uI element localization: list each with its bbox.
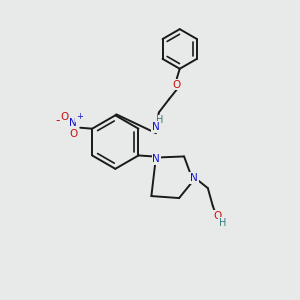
Text: O: O [214, 211, 222, 221]
Text: N: N [70, 118, 77, 128]
Text: N: N [190, 173, 198, 183]
Text: O: O [69, 129, 77, 139]
Text: H: H [156, 115, 164, 125]
Text: O: O [172, 80, 181, 90]
Text: O: O [60, 112, 68, 122]
Text: -: - [55, 114, 60, 127]
Text: N: N [152, 122, 160, 132]
Text: +: + [76, 112, 83, 121]
Text: N: N [152, 154, 160, 164]
Text: H: H [219, 218, 226, 228]
